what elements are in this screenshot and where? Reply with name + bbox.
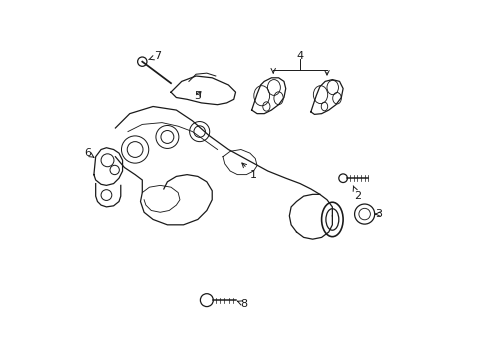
Text: 3: 3 — [375, 209, 382, 219]
Text: 8: 8 — [237, 299, 247, 309]
Text: 4: 4 — [296, 51, 303, 61]
Text: 1: 1 — [242, 163, 256, 180]
Text: 6: 6 — [84, 148, 94, 158]
Text: 2: 2 — [352, 186, 360, 201]
Text: 5: 5 — [194, 91, 201, 101]
Text: 7: 7 — [148, 51, 161, 61]
